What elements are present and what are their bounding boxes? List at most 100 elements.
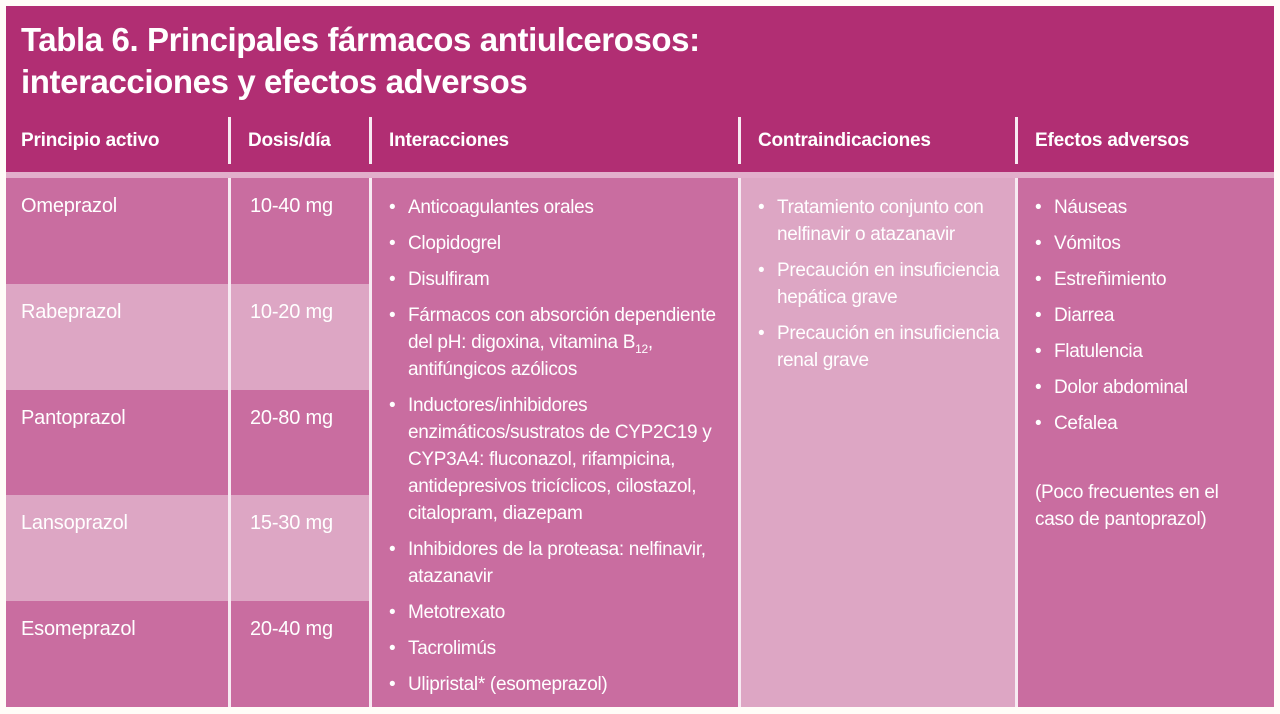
table-title: Tabla 6. Principales fármacos antiulcero… <box>6 6 1274 103</box>
column-divider <box>228 117 231 164</box>
contraindications-list: • Tratamiento conjunto con nelfinavir o … <box>758 194 1007 374</box>
drug-cell-esomeprazol: Esomeprazol <box>6 601 228 707</box>
column-divider <box>369 178 372 707</box>
bullet-icon: • <box>389 395 396 416</box>
interaction-text: Disulfiram <box>408 269 490 290</box>
column-header-row: Principio activo Dosis/día Interacciones… <box>6 117 1274 164</box>
adverse-effect-text: Flatulencia <box>1054 341 1143 362</box>
bullet-icon: • <box>758 260 765 281</box>
column-divider <box>1015 178 1018 707</box>
list-item: • Inductores/inhibidores enzimáticos/sus… <box>389 392 730 527</box>
bullet-icon: • <box>389 197 396 218</box>
column-divider <box>369 117 372 164</box>
list-item: • Diarrea <box>1035 302 1266 329</box>
list-item: • Anticoagulantes orales <box>389 194 730 221</box>
dose-cell-pantoprazol: 20-80 mg <box>231 389 369 496</box>
bullet-icon: • <box>758 323 765 344</box>
column-dosis-dia: 10-40 mg 10-20 mg 20-80 mg 15-30 mg 20-4… <box>231 178 369 707</box>
interactions-cell: • Anticoagulantes orales • Clopidogrel •… <box>372 178 738 707</box>
column-principio-activo: Omeprazol Rabeprazol Pantoprazol Lansopr… <box>6 178 228 707</box>
contraindication-text: Tratamiento conjunto con nelfinavir o at… <box>777 197 984 245</box>
dose-cell-esomeprazol: 20-40 mg <box>231 601 369 707</box>
bullet-icon: • <box>389 602 396 623</box>
interaction-text: Clopidogrel <box>408 233 501 254</box>
bullet-icon: • <box>1035 269 1042 290</box>
interaction-text: Metotrexato <box>408 602 506 623</box>
adverse-effect-text: Cefalea <box>1054 413 1118 434</box>
adverse-effect-text: Estreñimiento <box>1054 269 1167 290</box>
interaction-text: Anticoagulantes orales <box>408 197 594 218</box>
list-item: • Precaución en insuficiencia renal grav… <box>758 320 1007 374</box>
interaction-text: Fármacos con absorción dependiente del p… <box>408 302 730 383</box>
column-divider <box>1015 117 1018 164</box>
list-item: • Disulfiram <box>389 266 730 293</box>
drug-cell-pantoprazol: Pantoprazol <box>6 389 228 496</box>
interactions-list: • Anticoagulantes orales • Clopidogrel •… <box>389 194 730 698</box>
table-title-line2: interacciones y efectos adversos <box>21 63 528 100</box>
dose-cell-omeprazol: 10-40 mg <box>231 178 369 284</box>
list-item: • Vómitos <box>1035 230 1266 257</box>
list-item: • Estreñimiento <box>1035 266 1266 293</box>
header-divider-strip <box>6 172 1274 178</box>
list-item: • Dolor abdominal <box>1035 374 1266 401</box>
bullet-icon: • <box>1035 377 1042 398</box>
list-item: • Tacrolimús <box>389 635 730 662</box>
antiulcer-drugs-table: Tabla 6. Principales fármacos antiulcero… <box>6 6 1274 707</box>
bullet-icon: • <box>389 233 396 254</box>
adverse-effect-text: Diarrea <box>1054 305 1115 326</box>
bullet-icon: • <box>389 539 396 560</box>
contraindication-text: Precaución en insuficiencia hepática gra… <box>777 260 1000 308</box>
column-header-principio-activo: Principio activo <box>21 129 160 151</box>
column-divider <box>738 117 741 164</box>
table-header-band: Tabla 6. Principales fármacos antiulcero… <box>6 6 1274 172</box>
dose-cell-lansoprazol: 15-30 mg <box>231 495 369 602</box>
table-body: Omeprazol Rabeprazol Pantoprazol Lansopr… <box>6 178 1274 707</box>
list-item: • Flatulencia <box>1035 338 1266 365</box>
table-title-line1: Tabla 6. Principales fármacos antiulcero… <box>21 21 700 58</box>
list-item: • Tratamiento conjunto con nelfinavir o … <box>758 194 1007 248</box>
subscript-12: 12 <box>635 341 648 356</box>
adverse-effect-text: Dolor abdominal <box>1054 377 1188 398</box>
interaction-text: Inhibidores de la proteasa: nelfinavir, … <box>408 539 706 587</box>
drug-cell-omeprazol: Omeprazol <box>6 178 228 284</box>
list-item: • Fármacos con absorción dependiente del… <box>389 302 730 383</box>
list-item: • Metotrexato <box>389 599 730 626</box>
column-header-contraindicaciones: Contraindicaciones <box>758 129 931 151</box>
interaction-text: Ulipristal* (esomeprazol) <box>408 674 608 695</box>
column-header-dosis-dia: Dosis/día <box>248 129 331 151</box>
adverse-effects-cell: • Náuseas • Vómitos • Estreñimiento • Di… <box>1018 178 1274 707</box>
bullet-icon: • <box>1035 233 1042 254</box>
bullet-icon: • <box>1035 197 1042 218</box>
drug-cell-lansoprazol: Lansoprazol <box>6 495 228 602</box>
interaction-text-pre: Fármacos con absorción dependiente del p… <box>408 305 716 353</box>
bullet-icon: • <box>1035 305 1042 326</box>
adverse-effect-text: Náuseas <box>1054 197 1127 218</box>
bullet-icon: • <box>389 674 396 695</box>
adverse-effects-list: • Náuseas • Vómitos • Estreñimiento • Di… <box>1035 194 1266 437</box>
list-item: • Ulipristal* (esomeprazol) <box>389 671 730 698</box>
adverse-effects-note: (Poco frecuentes en el caso de pantopraz… <box>1035 482 1219 530</box>
list-item: • Inhibidores de la proteasa: nelfinavir… <box>389 536 730 590</box>
column-divider <box>738 178 741 707</box>
bullet-icon: • <box>1035 341 1042 362</box>
interaction-text-post: , antifúngicos azólicos <box>408 332 653 380</box>
adverse-effect-text: Vómitos <box>1054 233 1121 254</box>
list-item: • Clopidogrel <box>389 230 730 257</box>
contraindication-text: Precaución en insuficiencia renal grave <box>777 323 1000 371</box>
interaction-text: Inductores/inhibidores enzimáticos/sustr… <box>408 395 712 524</box>
drug-cell-rabeprazol: Rabeprazol <box>6 283 228 390</box>
list-item: • Cefalea <box>1035 410 1266 437</box>
bullet-icon: • <box>1035 413 1042 434</box>
bullet-icon: • <box>389 305 396 326</box>
column-header-efectos-adversos: Efectos adversos <box>1035 129 1190 151</box>
bullet-icon: • <box>389 638 396 659</box>
list-item: • Precaución en insuficiencia hepática g… <box>758 257 1007 311</box>
dose-cell-rabeprazol: 10-20 mg <box>231 283 369 390</box>
interaction-text: Tacrolimús <box>408 638 496 659</box>
column-header-interacciones: Interacciones <box>389 129 509 151</box>
column-divider <box>228 178 231 707</box>
contraindications-cell: • Tratamiento conjunto con nelfinavir o … <box>741 178 1015 707</box>
bullet-icon: • <box>389 269 396 290</box>
bullet-icon: • <box>758 197 765 218</box>
